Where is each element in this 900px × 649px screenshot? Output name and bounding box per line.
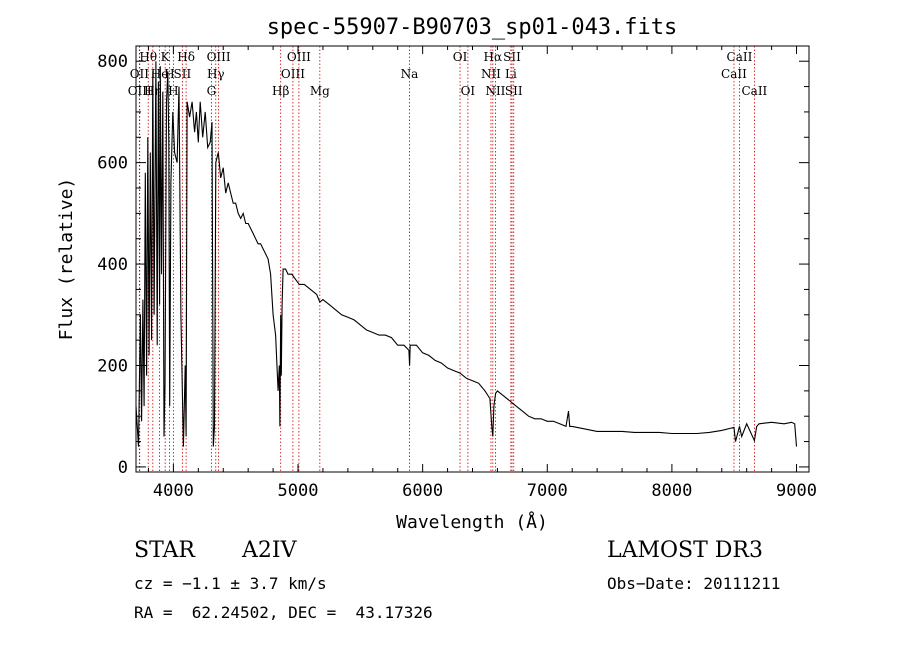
marker-label-17: Na xyxy=(401,67,419,81)
marker-label-11: Hγ xyxy=(207,67,225,81)
axis-ticks: 4000 5000 6000 7000 8000 9000 0 200 400 600 800 xyxy=(97,46,817,501)
cz-value: cz = −1.1 ± 3.7 km/s xyxy=(134,574,327,593)
marker-label-26: CaII xyxy=(727,50,753,64)
marker-label-25: SII xyxy=(505,84,523,98)
x-tick-label-3: 7000 xyxy=(527,481,568,501)
x-tick-label-1: 5000 xyxy=(278,481,319,501)
survey-name: LAMOST DR3 xyxy=(607,538,763,563)
object-class: STAR xyxy=(134,538,195,563)
marker-label-19: OI xyxy=(461,84,476,98)
marker-label-14: OIII xyxy=(287,50,311,64)
spectrum-series xyxy=(135,61,798,447)
x-tick-label-2: 6000 xyxy=(402,481,443,501)
spectral-subclass: A2IV xyxy=(242,538,297,563)
marker-label-18: OI xyxy=(453,50,468,64)
marker-label-23: SII xyxy=(503,50,521,64)
x-tick-label-4: 8000 xyxy=(651,481,692,501)
marker-label-9: H xyxy=(168,84,178,98)
y-tick-label-3: 600 xyxy=(97,154,128,174)
marker-label-28: CaII xyxy=(741,84,767,98)
x-tick-label-5: 9000 xyxy=(776,481,817,501)
marker-label-8: Hδ xyxy=(177,50,195,64)
marker-label-15: OIII xyxy=(281,67,305,81)
x-axis-label: Wavelength (Å) xyxy=(396,511,548,533)
marker-label-22: NII xyxy=(485,84,505,98)
plot-frame xyxy=(135,45,810,473)
marker-label-7: SII xyxy=(174,67,192,81)
y-tick-label-4: 800 xyxy=(97,52,128,72)
marker-label-4: He xyxy=(151,67,169,81)
marker-label-2: OIII xyxy=(128,84,152,98)
marker-label-6: H xyxy=(164,67,174,81)
y-tick-label-2: 400 xyxy=(97,255,128,275)
marker-label-13: Hβ xyxy=(272,84,289,98)
y-axis-label: Flux (relative) xyxy=(56,178,77,341)
marker-label-24: Li xyxy=(505,67,517,81)
marker-label-16: Mg xyxy=(310,84,330,98)
marker-label-1: Hθ xyxy=(139,50,157,64)
ra-dec: RA = 62.24502, DEC = 43.17326 xyxy=(134,603,433,622)
marker-label-27: CaII xyxy=(721,67,747,81)
y-tick-label-1: 200 xyxy=(97,357,128,377)
chart-title: spec-55907-B90703_sp01-043.fits xyxy=(267,15,678,40)
obs-date: Obs−Date: 20111211 xyxy=(607,574,781,593)
marker-label-20: Hα xyxy=(484,50,503,64)
x-tick-label-0: 4000 xyxy=(153,481,194,501)
marker-label-10: OIII xyxy=(207,50,231,64)
marker-label-12: G xyxy=(207,84,217,98)
marker-label-5: K xyxy=(161,50,171,64)
y-tick-label-0: 0 xyxy=(118,458,128,478)
spectrum-line-0 xyxy=(135,61,798,447)
marker-label-21: NII xyxy=(481,67,501,81)
